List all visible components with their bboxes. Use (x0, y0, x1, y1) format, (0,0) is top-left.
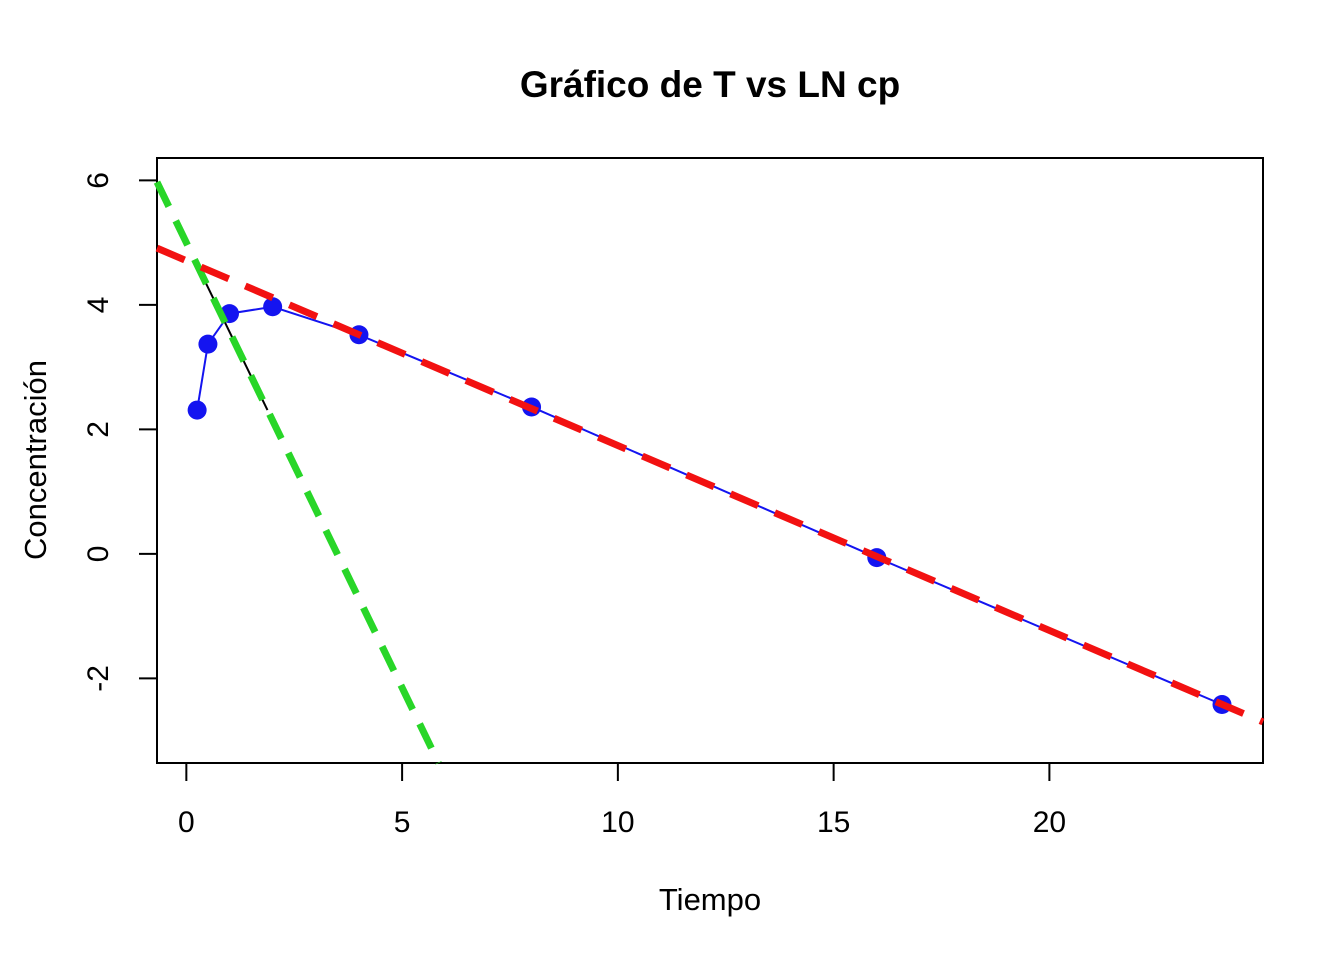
y-axis-label: Concentración (18, 360, 53, 560)
elimination-line-red (155, 244, 1265, 726)
data-point (198, 334, 218, 354)
y-tick-label: -2 (82, 665, 115, 692)
y-tick-label: 4 (82, 297, 115, 314)
absorption-line-green (153, 180, 442, 765)
x-tick-label: 5 (394, 806, 411, 839)
x-tick-label: 10 (601, 806, 634, 839)
y-tick-label: 6 (82, 172, 115, 189)
y-tick-label: 2 (82, 421, 115, 438)
data-point (187, 400, 207, 420)
x-tick-label: 20 (1033, 806, 1066, 839)
x-tick-label: 15 (817, 806, 850, 839)
y-tick-label: 0 (82, 546, 115, 563)
x-axis-label: Tiempo (659, 882, 761, 917)
plot-border (156, 157, 1264, 764)
data-point (263, 297, 283, 317)
chart-title: Gráfico de T vs LN cp (520, 64, 900, 105)
data-line (196, 305, 1223, 706)
x-tick-label: 0 (178, 806, 195, 839)
